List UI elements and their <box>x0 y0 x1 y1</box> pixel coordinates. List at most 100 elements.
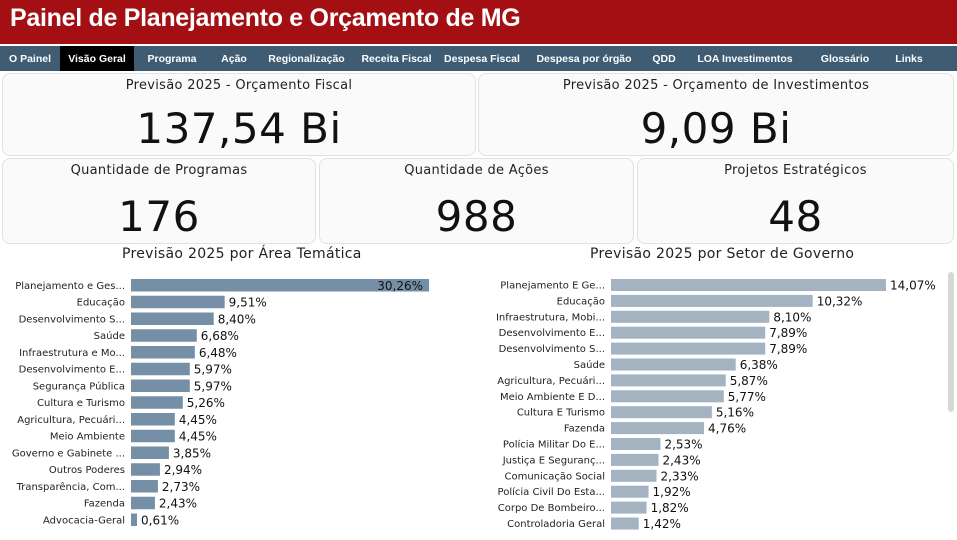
nav-tab-loa-investimentos[interactable]: LOA Investimentos <box>697 52 793 65</box>
bar[interactable] <box>131 295 225 309</box>
data-label: 2,33% <box>661 469 699 483</box>
category-label: Agricultura, Pecuári... <box>497 375 605 387</box>
bar[interactable] <box>611 453 659 466</box>
kpi-value: 137,54 Bi <box>136 104 342 153</box>
kpi-label: Projetos Estratégicos <box>724 163 867 178</box>
bar[interactable] <box>611 406 712 419</box>
kpi-label: Previsão 2025 - Orçamento de Investiment… <box>562 78 870 93</box>
data-label: 4,45% <box>179 430 217 444</box>
category-label: Planejamento e Ges... <box>15 281 125 292</box>
data-label: 10,32% <box>817 294 863 308</box>
category-label: Fazenda <box>564 424 605 435</box>
nav-tab-visao-geral[interactable]: Visão Geral <box>60 46 134 71</box>
nav-tab-despesa-por-orgao[interactable]: Despesa por órgão <box>536 52 632 65</box>
bar[interactable] <box>611 485 649 498</box>
data-label: 2,73% <box>162 480 200 494</box>
category-label: Comunicação Social <box>505 471 606 482</box>
bar[interactable] <box>131 379 190 393</box>
bar[interactable] <box>611 374 726 387</box>
data-label: 2,43% <box>662 453 700 467</box>
kpi-value: 48 <box>768 192 823 241</box>
data-label: 8,10% <box>773 310 811 324</box>
bar[interactable] <box>611 294 813 307</box>
chart-setor-governo: Planejamento E Ge... 14,07% Educação 10,32%… <box>496 279 936 532</box>
nav-tab-regionalizacao[interactable]: Regionalização <box>268 52 345 65</box>
bar[interactable] <box>611 326 766 339</box>
category-label: Transparência, Com... <box>16 481 125 493</box>
nav-tab-despesa-fiscal[interactable]: Despesa Fiscal <box>444 52 520 65</box>
category-label: Saúde <box>574 359 605 371</box>
data-label: 2,53% <box>664 438 702 452</box>
category-label: Cultura E Turismo <box>517 408 605 419</box>
bar[interactable] <box>131 346 195 359</box>
nav-tab-receita-fiscal[interactable]: Receita Fiscal <box>361 52 432 65</box>
category-label: Justiça E Seguranç... <box>502 455 605 466</box>
data-label: 9,51% <box>229 296 267 310</box>
bar[interactable] <box>611 438 661 450</box>
data-label: 2,43% <box>159 497 197 511</box>
bar[interactable] <box>611 342 766 355</box>
data-label: 8,40% <box>218 312 256 326</box>
bar[interactable] <box>611 469 657 482</box>
nav-tab-programa[interactable]: Programa <box>147 52 197 65</box>
data-label: 6,38% <box>740 358 778 372</box>
category-label: Meio Ambiente E D... <box>500 392 605 403</box>
bar[interactable] <box>131 463 160 476</box>
data-label: 3,85% <box>173 446 211 460</box>
bar[interactable] <box>131 480 158 493</box>
kpi-card-projetos-estrategicos: Projetos Estratégicos 48 <box>637 158 954 244</box>
bar[interactable] <box>131 429 175 443</box>
data-label: 5,77% <box>728 390 766 404</box>
category-label: Meio Ambiente <box>50 432 125 443</box>
nav-tab-glossario[interactable]: Glossário <box>820 52 870 65</box>
bar[interactable] <box>611 279 886 291</box>
data-label: 5,97% <box>194 379 232 393</box>
header-bar: Painel de Planejamento e Orçamento de MG <box>0 0 957 44</box>
nav-tab-o-painel[interactable]: O Painel <box>8 52 51 65</box>
chart-scrollbar[interactable] <box>948 272 954 412</box>
category-label: Polícia Civil Do Esta... <box>498 486 605 498</box>
kpi-card-programas: Quantidade de Programas 176 <box>2 158 316 244</box>
bar[interactable] <box>131 513 138 527</box>
bar[interactable] <box>131 362 190 376</box>
nav-tab-acao[interactable]: Ação <box>221 52 247 65</box>
kpi-value: 9,09 Bi <box>640 104 792 153</box>
bar[interactable] <box>611 501 647 514</box>
bar[interactable] <box>131 329 197 342</box>
category-label: Desenvolvimento S... <box>19 314 125 325</box>
category-label: Fazenda <box>84 499 125 510</box>
data-label: 5,16% <box>716 406 754 420</box>
data-label: 7,89% <box>769 326 807 340</box>
bar[interactable] <box>131 312 214 326</box>
data-label: 6,48% <box>199 346 237 360</box>
page-title: Painel de Planejamento e Orçamento de MG <box>10 4 521 32</box>
bar[interactable] <box>611 358 736 371</box>
category-label: Educação <box>77 298 125 309</box>
data-label: 5,87% <box>730 374 768 388</box>
kpi-card-orcamento-investimentos: Previsão 2025 - Orçamento de Investiment… <box>478 73 954 156</box>
category-label: Polícia Militar Do E... <box>503 439 605 451</box>
category-label: Planejamento E Ge... <box>500 281 605 292</box>
data-label: 7,89% <box>769 342 807 356</box>
category-label: Corpo De Bombeiro... <box>498 503 605 514</box>
kpi-label: Quantidade de Programas <box>70 163 248 178</box>
bar[interactable] <box>131 413 175 426</box>
bar[interactable] <box>131 279 429 292</box>
category-label: Desenvolvimento E... <box>19 365 125 376</box>
bar[interactable] <box>611 517 639 530</box>
data-label: 0,61% <box>141 513 179 527</box>
kpi-card-orcamento-fiscal: Previsão 2025 - Orçamento Fiscal 137,54 … <box>2 73 476 156</box>
bar[interactable] <box>131 496 155 510</box>
chart-title-area-tematica: Previsão 2025 por Área Temática <box>122 246 362 262</box>
bar[interactable] <box>611 422 705 435</box>
data-label: 1,92% <box>653 485 691 499</box>
kpi-value: 988 <box>435 192 518 241</box>
kpi-card-acoes: Quantidade de Ações 988 <box>319 158 634 244</box>
bar[interactable] <box>131 446 169 460</box>
bar[interactable] <box>611 310 770 323</box>
nav-tab-links[interactable]: Links <box>895 52 923 65</box>
category-label: Segurança Pública <box>33 380 125 392</box>
bar[interactable] <box>611 390 724 403</box>
bar[interactable] <box>131 396 183 409</box>
nav-tab-qdd[interactable]: QDD <box>652 52 676 65</box>
